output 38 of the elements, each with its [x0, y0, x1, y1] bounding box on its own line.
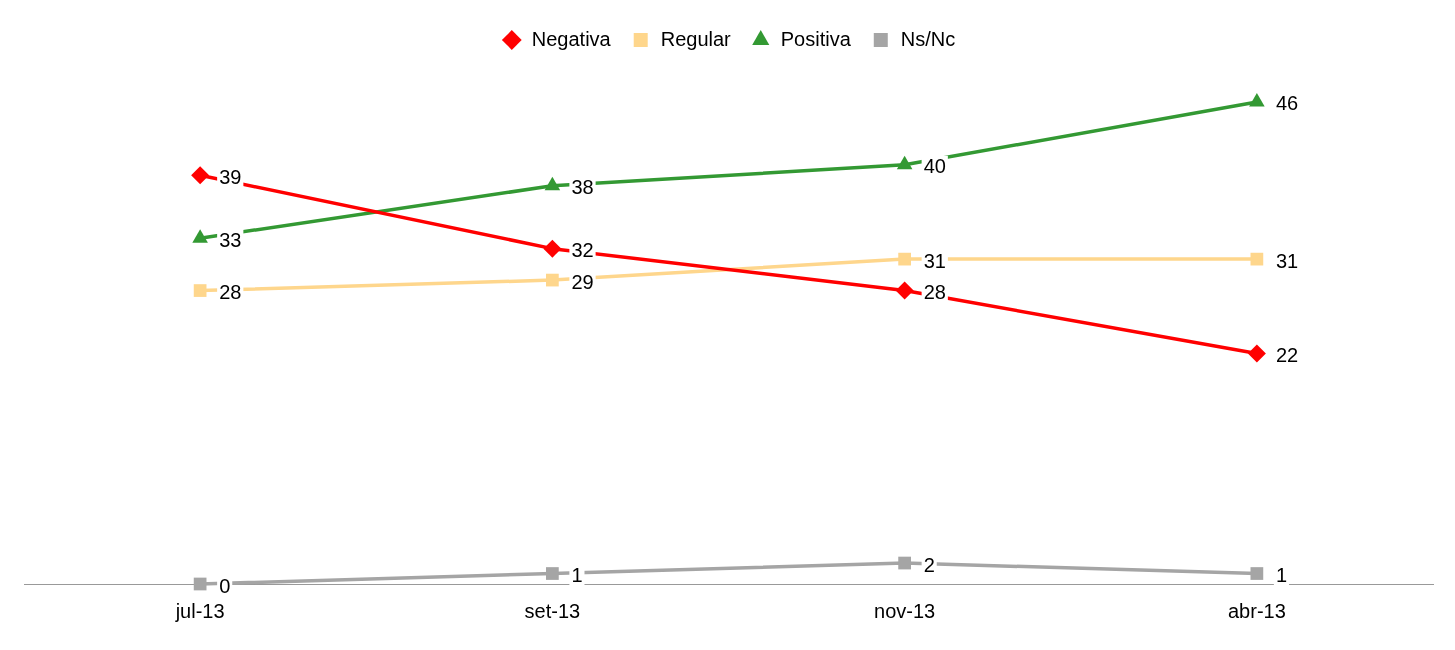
x-tick-label: set-13 [524, 599, 581, 622]
x-tick-label: abr-13 [1227, 599, 1286, 622]
data-label: 33 [219, 228, 242, 251]
data-label: 1 [571, 564, 583, 587]
legend-label: Negativa [531, 27, 612, 50]
point [543, 239, 562, 258]
data-label: 31 [1275, 249, 1299, 272]
point [1249, 92, 1265, 107]
point [895, 281, 914, 300]
data-label: 39 [219, 165, 242, 188]
point [192, 229, 208, 243]
point [1247, 344, 1266, 363]
point [546, 273, 559, 287]
x-tick-label: nov-13 [874, 599, 936, 622]
x-tick-label: jul-13 [174, 599, 225, 622]
data-label: 31 [923, 249, 946, 272]
point [546, 567, 559, 580]
data-label: 22 [1275, 343, 1299, 366]
point [1250, 567, 1264, 580]
legend-label: Ns/Nc [900, 27, 956, 50]
data-label: 28 [923, 281, 946, 304]
point [896, 155, 913, 170]
data-label: 38 [571, 176, 594, 199]
data-label: 40 [923, 155, 946, 178]
legend-label: Positiva [780, 27, 852, 50]
data-label: 46 [1275, 92, 1299, 115]
data-label: 0 [219, 574, 231, 597]
point [898, 252, 911, 266]
data-label: 29 [571, 270, 594, 293]
legend-label: Regular [660, 27, 732, 50]
data-label: 32 [571, 239, 594, 262]
data-label: 1 [1275, 564, 1287, 587]
data-label: 28 [219, 281, 242, 304]
point [191, 166, 210, 185]
point [898, 556, 911, 570]
data-label: 2 [923, 553, 935, 576]
point [193, 284, 207, 297]
point [544, 176, 561, 191]
